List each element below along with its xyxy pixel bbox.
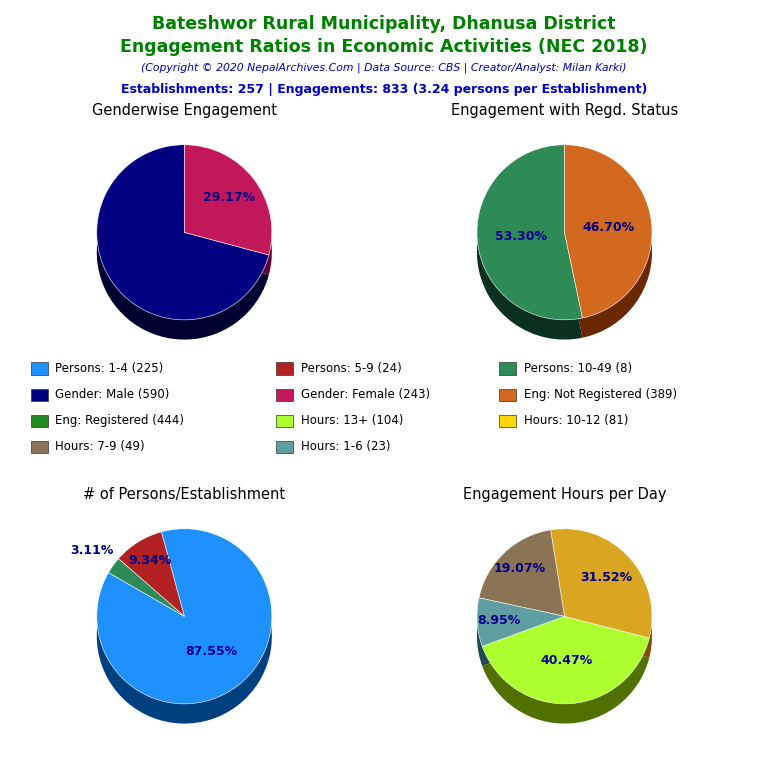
Text: Eng: Registered (444): Eng: Registered (444) <box>55 415 184 427</box>
Wedge shape <box>564 144 652 318</box>
Wedge shape <box>97 529 272 703</box>
Text: 46.70%: 46.70% <box>582 221 634 234</box>
Wedge shape <box>97 144 269 319</box>
Wedge shape <box>551 529 652 638</box>
Text: (Copyright © 2020 NepalArchives.Com | Data Source: CBS | Creator/Analyst: Milan : (Copyright © 2020 NepalArchives.Com | Da… <box>141 63 627 74</box>
Wedge shape <box>479 530 564 616</box>
Wedge shape <box>184 164 272 275</box>
Wedge shape <box>108 578 184 636</box>
Title: Engagement Hours per Day: Engagement Hours per Day <box>463 487 666 502</box>
Text: Persons: 5-9 (24): Persons: 5-9 (24) <box>301 362 402 375</box>
Text: 53.30%: 53.30% <box>495 230 547 243</box>
Text: Gender: Male (590): Gender: Male (590) <box>55 389 170 401</box>
Wedge shape <box>477 164 582 339</box>
Wedge shape <box>184 144 272 255</box>
Wedge shape <box>482 616 649 703</box>
Text: Persons: 1-4 (225): Persons: 1-4 (225) <box>55 362 164 375</box>
Text: 8.95%: 8.95% <box>478 614 521 627</box>
Text: 29.17%: 29.17% <box>204 191 256 204</box>
Text: 9.34%: 9.34% <box>128 554 171 567</box>
Wedge shape <box>477 598 564 646</box>
Text: Engagement Ratios in Economic Activities (NEC 2018): Engagement Ratios in Economic Activities… <box>121 38 647 56</box>
Text: Hours: 13+ (104): Hours: 13+ (104) <box>301 415 403 427</box>
Title: Engagement with Regd. Status: Engagement with Regd. Status <box>451 103 678 118</box>
Text: 40.47%: 40.47% <box>541 654 593 667</box>
Text: Bateshwor Rural Municipality, Dhanusa District: Bateshwor Rural Municipality, Dhanusa Di… <box>152 15 616 33</box>
Wedge shape <box>97 548 272 723</box>
Text: Hours: 10-12 (81): Hours: 10-12 (81) <box>524 415 628 427</box>
Text: 3.11%: 3.11% <box>70 544 114 557</box>
Wedge shape <box>97 164 269 339</box>
Text: 87.55%: 87.55% <box>185 644 237 657</box>
Text: Establishments: 257 | Engagements: 833 (3.24 persons per Establishment): Establishments: 257 | Engagements: 833 (… <box>121 83 647 96</box>
Title: Genderwise Engagement: Genderwise Engagement <box>92 103 276 118</box>
Title: # of Persons/Establishment: # of Persons/Establishment <box>83 487 286 502</box>
Wedge shape <box>482 636 649 723</box>
Text: Persons: 10-49 (8): Persons: 10-49 (8) <box>524 362 632 375</box>
Wedge shape <box>118 531 184 616</box>
Text: Gender: Female (243): Gender: Female (243) <box>301 389 430 401</box>
Text: Hours: 7-9 (49): Hours: 7-9 (49) <box>55 441 145 453</box>
Wedge shape <box>108 558 184 616</box>
Text: 31.52%: 31.52% <box>581 571 633 584</box>
Wedge shape <box>564 164 652 338</box>
Wedge shape <box>477 617 564 666</box>
Wedge shape <box>118 551 184 636</box>
Text: 70.83%: 70.83% <box>124 253 176 266</box>
Wedge shape <box>551 548 652 657</box>
Wedge shape <box>477 144 582 319</box>
Text: 19.07%: 19.07% <box>493 562 545 575</box>
Text: Eng: Not Registered (389): Eng: Not Registered (389) <box>524 389 677 401</box>
Wedge shape <box>479 550 564 636</box>
Text: Hours: 1-6 (23): Hours: 1-6 (23) <box>301 441 391 453</box>
